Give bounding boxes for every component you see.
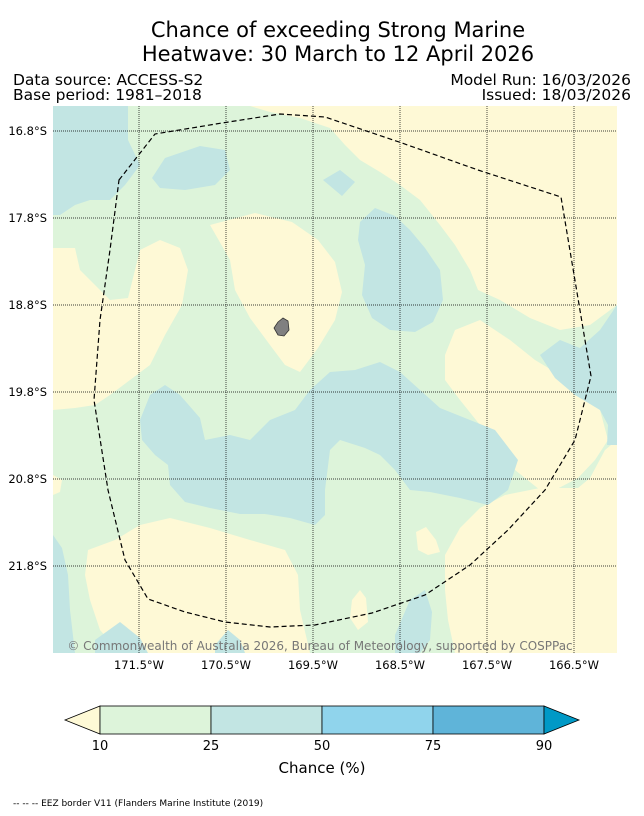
graticule (53, 106, 617, 653)
lat-label: 19.8°S (8, 385, 47, 399)
colorbar-ticks: 10 25 50 75 90 (92, 739, 553, 754)
lon-label: 170.5°W (201, 658, 251, 672)
lat-label: 17.8°S (8, 211, 47, 225)
zone-below-10-southwest (85, 518, 310, 653)
zone-25-50-south-center (215, 630, 245, 653)
issued-text: Issued: 18/03/2026 (481, 86, 631, 104)
colorbar-tick-label: 10 (92, 739, 109, 754)
colorbar-tick-label: 75 (425, 739, 442, 754)
zone-below-10-small-2 (416, 527, 440, 555)
colorbar-10-25 (99, 705, 212, 735)
colorbar-above-90 (543, 705, 581, 735)
copyright-text: © Commonwealth of Australia 2026, Bureau… (67, 639, 572, 653)
zone-below-10-southeast (445, 440, 617, 653)
data-info-right: Model Run: 16/03/2026 Issued: 18/03/2026 (450, 71, 631, 104)
niue-island (273, 317, 290, 337)
zone-below-10-northeast (250, 106, 617, 330)
zone-25-50-southwest-edge (53, 535, 75, 653)
zone-25-50-north (152, 146, 230, 190)
lon-label: 166.5°W (549, 658, 599, 672)
model-run-text: Model Run: 16/03/2026 (450, 71, 631, 89)
colorbar-tick-label: 50 (314, 739, 331, 754)
base-period-text: Base period: 1981–2018 (13, 86, 202, 104)
eez-footnote: -- -- -- EEZ border V11 (Flanders Marine… (13, 799, 264, 809)
zone-25-50-northeast (358, 208, 443, 332)
data-source-text: Data source: ACCESS-S2 (13, 71, 204, 89)
lat-label: 21.8°S (8, 559, 47, 573)
lon-label: 171.5°W (114, 658, 164, 672)
lon-label: 167.5°W (462, 658, 512, 672)
colorbar-25-50 (210, 705, 323, 735)
lon-label: 168.5°W (375, 658, 425, 672)
lat-label: 20.8°S (8, 472, 47, 486)
colorbar-75-90 (432, 705, 545, 735)
colorbar (63, 705, 581, 735)
zone-25-50-central-band (140, 362, 518, 525)
title-line-2: Heatwave: 30 March to 12 April 2026 (141, 42, 535, 66)
zone-below-10-west (53, 240, 188, 410)
zone-below-10-east (445, 320, 608, 490)
colorbar-below-10 (63, 705, 101, 735)
zone-25-50-north-small (323, 170, 355, 196)
zone-below-10-center (210, 213, 342, 372)
lat-label: 18.8°S (8, 298, 47, 312)
zone-25-50-south-west (95, 622, 148, 653)
title-line-1: Chance of exceeding Strong Marine (150, 18, 526, 42)
colorbar-50-75 (321, 705, 434, 735)
longitude-labels: 171.5°W 170.5°W 169.5°W 168.5°W 167.5°W … (114, 658, 599, 672)
zone-below-10-small-1 (350, 590, 368, 630)
colorbar-tick-label: 90 (536, 739, 553, 754)
map-title: Chance of exceeding Strong Marine Heatwa… (0, 18, 644, 66)
latitude-labels: 16.8°S 17.8°S 18.8°S 19.8°S 20.8°S 21.8°… (8, 124, 47, 573)
colorbar-title: Chance (%) (279, 759, 366, 777)
zone-below-10-small-3 (53, 475, 62, 495)
eez-border (93, 113, 592, 628)
heatwave-probability-field: © Commonwealth of Australia 2026, Bureau… (53, 106, 617, 653)
data-info-left: Data source: ACCESS-S2 Base period: 1981… (13, 71, 204, 104)
lat-label: 16.8°S (8, 124, 47, 138)
lon-label: 169.5°W (288, 658, 338, 672)
colorbar-tick-label: 25 (203, 739, 220, 754)
zone-25-50-east-edge (540, 305, 617, 445)
zone-25-50-south-east (395, 590, 432, 653)
